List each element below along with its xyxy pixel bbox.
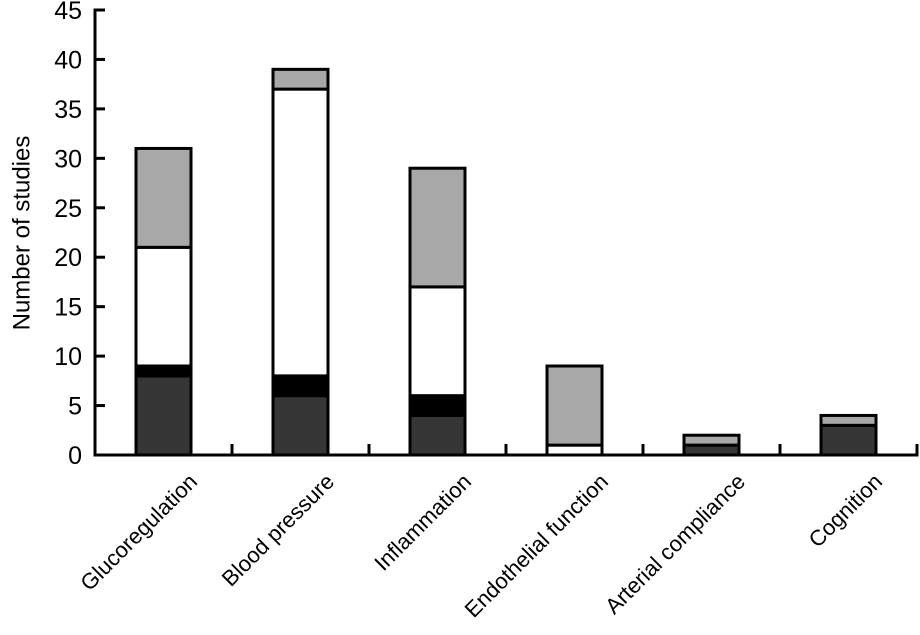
bar-segment-grey xyxy=(819,413,878,427)
bar-segment-dark-grey xyxy=(134,374,193,457)
y-tick-label: 0 xyxy=(68,442,82,470)
bar-segment-white xyxy=(408,285,467,398)
bar-segment-black xyxy=(408,394,467,417)
category-label-4: Endothelial function xyxy=(460,469,613,622)
bar-segment-grey xyxy=(545,364,604,447)
bar-segment-white xyxy=(271,87,330,378)
bar-segment-dark-grey xyxy=(271,394,330,457)
y-tick-label: 20 xyxy=(54,244,82,272)
y-tick-label: 40 xyxy=(54,46,82,74)
y-tick-label: 25 xyxy=(54,195,82,223)
bar-segment-grey xyxy=(271,67,330,91)
y-tick-label: 45 xyxy=(54,0,82,25)
y-tick-label: 30 xyxy=(54,145,82,173)
bar-segment-grey xyxy=(682,433,741,447)
category-label-2: Blood pressure xyxy=(217,469,339,591)
bar-segment-grey xyxy=(134,146,193,249)
bar-segment-white xyxy=(134,245,193,368)
bar-segment-black xyxy=(271,374,330,398)
bar-segment-dark-grey xyxy=(408,413,467,457)
category-label-6: Cognition xyxy=(804,469,887,552)
category-label-3: Inflammation xyxy=(369,469,476,576)
y-tick-label: 5 xyxy=(68,393,82,421)
y-tick-label: 15 xyxy=(54,294,82,322)
category-label-1: Glucoregulation xyxy=(75,469,202,596)
bar-segment-dark-grey xyxy=(819,423,878,457)
y-axis-title: Number of studies xyxy=(8,135,36,331)
bar-segment-grey xyxy=(408,166,467,289)
category-label-5: Arterial compliance xyxy=(600,469,750,619)
y-tick-label: 35 xyxy=(54,96,82,124)
y-tick-label: 10 xyxy=(54,343,82,371)
